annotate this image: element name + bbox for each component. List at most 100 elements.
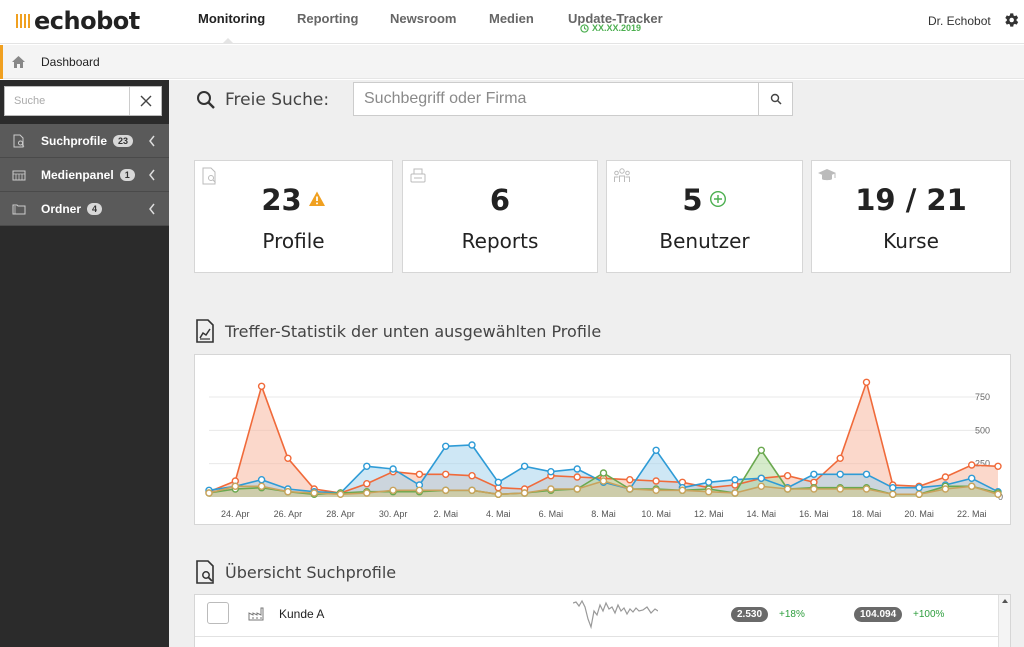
stats-title-text: Treffer-Statistik der unten ausgewählten… <box>225 321 602 341</box>
x-tick-label: 6. Mai <box>539 509 564 519</box>
logo-text: echobot <box>34 7 140 35</box>
series-point <box>968 474 976 483</box>
x-tick-label: 14. Mai <box>747 509 777 519</box>
x-tick-label: 8. Mai <box>591 509 616 519</box>
series-point <box>468 486 476 495</box>
series-point <box>783 485 792 493</box>
series-point <box>941 473 950 481</box>
series-point <box>231 482 239 491</box>
count-badge: 1 <box>119 168 135 181</box>
close-icon <box>140 95 151 107</box>
series-point <box>889 483 897 492</box>
echobot-logo[interactable]: echobot <box>16 6 140 36</box>
nav-monitoring[interactable]: Monitoring <box>198 11 266 26</box>
series-point <box>836 470 844 479</box>
series-point <box>257 482 266 491</box>
x-tick-label: 30. Apr <box>379 509 408 519</box>
warning-icon[interactable] <box>308 190 326 208</box>
nav-medien[interactable]: Medien <box>489 11 534 26</box>
profiles-table: Kunde A 2.530 +18% 104.094 +100% <box>194 594 1011 647</box>
row-checkbox[interactable] <box>207 602 229 624</box>
user-name[interactable]: Dr. Echobot <box>928 14 991 28</box>
series-point <box>415 486 424 495</box>
series-point <box>731 489 739 497</box>
x-tick-label: 10. Mai <box>641 509 671 519</box>
series-point <box>363 489 371 497</box>
series-point <box>205 489 213 497</box>
clock-icon <box>580 23 589 33</box>
profiles-title-text: Übersicht Suchprofile <box>225 562 397 582</box>
chart-icon <box>196 319 214 343</box>
series-point <box>441 470 450 479</box>
main-content: Freie Suche: 23 Profile 6 Reports 5 Benu… <box>169 80 1024 647</box>
total-count-badge: 104.094 <box>854 607 903 622</box>
series-point <box>705 478 713 487</box>
kpi-card-profile[interactable]: 23 Profile <box>194 160 393 273</box>
breadcrumb: Dashboard <box>0 45 1024 79</box>
chevron-left-icon <box>149 203 155 215</box>
series-point <box>652 477 660 485</box>
series-point <box>547 467 555 476</box>
nav-reporting[interactable]: Reporting <box>297 11 359 26</box>
kpi-card-reports[interactable]: 6 Reports <box>402 160 598 273</box>
home-button[interactable] <box>0 45 34 79</box>
home-icon <box>12 56 25 68</box>
sidebar-search-input[interactable] <box>5 87 129 115</box>
series-point <box>915 490 923 499</box>
search-profile-icon <box>202 167 216 185</box>
kpi-card-benutzer[interactable]: 5 Benutzer <box>606 160 803 273</box>
update-tracker-date: XX.XX.2019 <box>580 23 641 33</box>
y-tick-label: 750 <box>975 392 990 402</box>
clear-search-button[interactable] <box>129 87 161 115</box>
kpi-card-kurse[interactable]: 19 / 21 Kurse <box>811 160 1011 273</box>
kpi-value: 5 <box>682 183 703 217</box>
series-point <box>573 473 581 481</box>
series-point <box>468 471 476 480</box>
sidebar-item-medienpanel[interactable]: Medienpanel 1 <box>0 158 169 192</box>
series-point <box>968 461 976 469</box>
series-point <box>862 470 871 479</box>
series-point <box>836 485 844 493</box>
search-doc-icon <box>196 560 214 584</box>
plus-circle-icon[interactable] <box>709 190 727 208</box>
kpi-value-wrap: 19 / 21 <box>812 183 1010 217</box>
series-point <box>599 477 608 485</box>
x-tick-label: 2. Mai <box>433 509 458 519</box>
profile-name[interactable]: Kunde A <box>279 607 325 621</box>
free-search-input[interactable] <box>354 83 758 115</box>
free-search-button[interactable] <box>758 83 792 115</box>
x-tick-label: 26. Apr <box>274 509 303 519</box>
series-area-3 <box>209 481 998 497</box>
series-point <box>626 475 634 484</box>
count-badge: 23 <box>113 134 134 147</box>
series-point <box>862 378 871 386</box>
series-point <box>441 486 450 495</box>
kpi-value: 19 / 21 <box>855 183 967 217</box>
series-point <box>573 485 581 493</box>
active-nav-caret <box>222 38 234 44</box>
sidebar-item-ordner[interactable]: Ordner 4 <box>0 192 169 226</box>
series-point <box>389 465 397 473</box>
sidebar-item-suchprofile[interactable]: Suchprofile 23 <box>0 124 169 158</box>
series-point <box>757 446 765 455</box>
gear-icon[interactable] <box>1002 11 1020 29</box>
series-point <box>652 486 660 495</box>
series-point <box>705 487 713 496</box>
free-search-field <box>353 82 793 116</box>
scroll-up-arrow-icon[interactable] <box>1002 599 1008 603</box>
series-point <box>363 462 371 471</box>
breadcrumb-dashboard[interactable]: Dashboard <box>41 55 100 69</box>
chevron-left-icon <box>149 135 155 147</box>
graduation-cap-icon <box>818 169 836 181</box>
series-point <box>494 478 502 487</box>
table-scrollbar[interactable] <box>998 595 1010 647</box>
x-tick-label: 22. Mai <box>957 509 987 519</box>
kpi-label: Benutzer <box>659 229 750 253</box>
series-point <box>994 490 1002 499</box>
nav-update-tracker[interactable]: Update-Tracker <box>568 11 663 26</box>
nav-newsroom[interactable]: Newsroom <box>390 11 457 26</box>
series-point <box>783 471 792 480</box>
kpi-value: 6 <box>489 183 511 217</box>
